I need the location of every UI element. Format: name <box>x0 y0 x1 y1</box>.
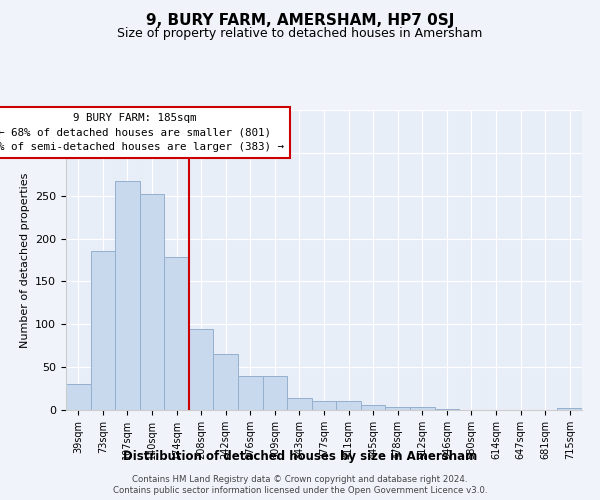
Bar <box>189 328 214 410</box>
Text: Contains HM Land Registry data © Crown copyright and database right 2024.: Contains HM Land Registry data © Crown c… <box>132 475 468 484</box>
Bar <box>385 406 410 410</box>
Bar <box>164 258 189 410</box>
Bar <box>287 398 312 410</box>
Bar <box>557 408 582 410</box>
Bar <box>66 384 91 410</box>
Text: 9 BURY FARM: 185sqm
← 68% of detached houses are smaller (801)
32% of semi-detac: 9 BURY FARM: 185sqm ← 68% of detached ho… <box>0 112 284 152</box>
Bar <box>361 405 385 410</box>
Y-axis label: Number of detached properties: Number of detached properties <box>20 172 29 348</box>
Bar <box>312 402 336 410</box>
Bar <box>140 194 164 410</box>
Text: Contains public sector information licensed under the Open Government Licence v3: Contains public sector information licen… <box>113 486 487 495</box>
Text: Distribution of detached houses by size in Amersham: Distribution of detached houses by size … <box>123 450 477 463</box>
Bar <box>263 376 287 410</box>
Bar <box>336 402 361 410</box>
Bar <box>214 354 238 410</box>
Bar <box>91 250 115 410</box>
Bar <box>410 408 434 410</box>
Text: Size of property relative to detached houses in Amersham: Size of property relative to detached ho… <box>118 28 482 40</box>
Bar <box>238 376 263 410</box>
Bar <box>434 409 459 410</box>
Text: 9, BURY FARM, AMERSHAM, HP7 0SJ: 9, BURY FARM, AMERSHAM, HP7 0SJ <box>146 12 454 28</box>
Bar <box>115 181 140 410</box>
